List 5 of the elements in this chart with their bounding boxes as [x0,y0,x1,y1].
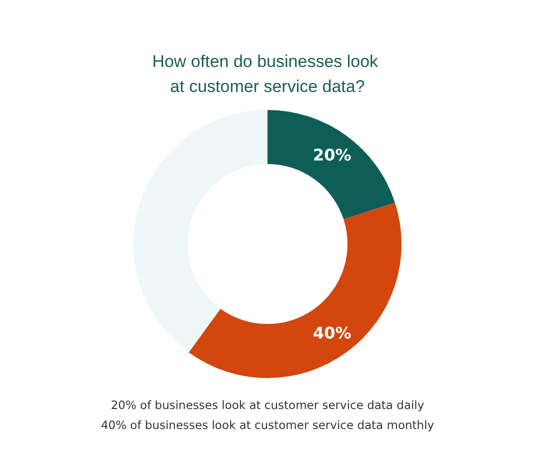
text: 20% of businesses look at customer service data daily [110,398,424,412]
data-label: 40% [313,323,352,342]
text: 40% of businesses look at customer service data monthly [100,418,434,432]
chart-title: How often do businesses look at customer service data? [152,52,383,96]
data-label: 20% [313,146,352,165]
